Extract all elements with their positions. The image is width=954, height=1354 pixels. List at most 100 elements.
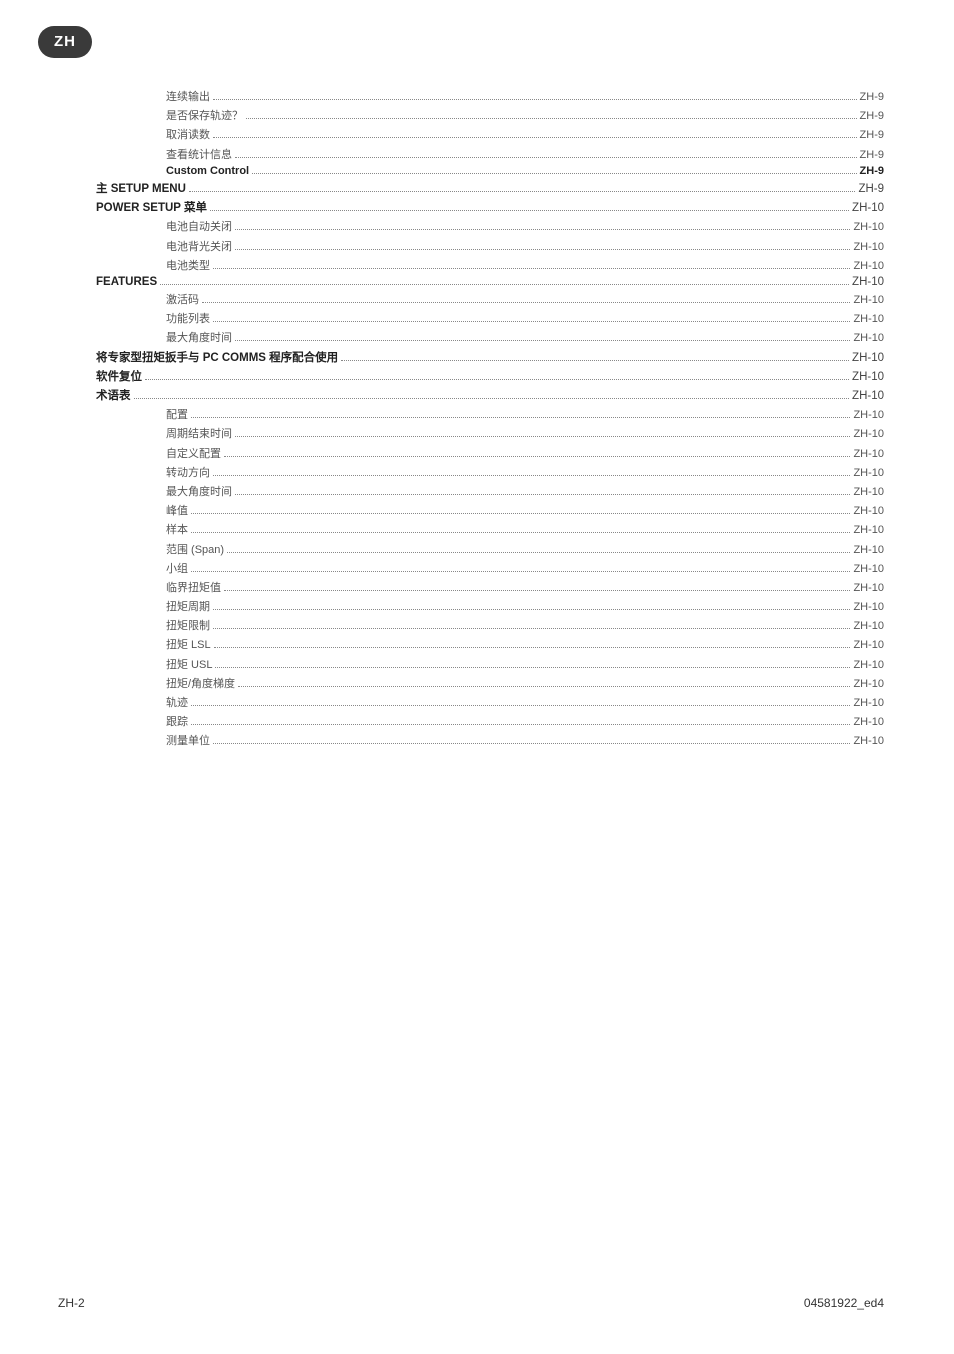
toc-entry-label: 最大角度时间 <box>166 483 232 499</box>
toc-entry-page: ZH-10 <box>853 241 884 253</box>
toc-entry: 是否保存轨迹？ ZH-9 <box>166 107 884 123</box>
toc-leader-dots <box>145 379 849 380</box>
toc-leader-dots <box>210 210 849 211</box>
toc-leader-dots <box>213 99 857 100</box>
toc-entry-page: ZH-10 <box>852 390 884 402</box>
toc-entry-label: 激活码 <box>166 291 199 307</box>
toc-entry-page: ZH-10 <box>853 639 884 651</box>
toc-entry-label: POWER SETUP 菜单 <box>96 199 207 215</box>
toc-entry-page: ZH-10 <box>853 428 884 440</box>
toc-entry-label: 配置 <box>166 406 188 422</box>
toc-entry-label: 查看统计信息 <box>166 146 232 162</box>
toc-entry: 配置ZH-10 <box>166 406 884 422</box>
toc-leader-dots <box>341 360 849 361</box>
toc-entry-label: 峰值 <box>166 502 188 518</box>
toc-entry-label: 扭矩周期 <box>166 598 210 614</box>
toc-entry: 范围 (Span)ZH-10 <box>166 541 884 557</box>
toc-entry: 电池自动关闭ZH-10 <box>166 218 884 234</box>
toc-entry: 最大角度时间 ZH-10 <box>166 483 884 499</box>
toc-leader-dots <box>215 667 850 668</box>
toc-entry: Custom Control ZH-9 <box>166 165 884 177</box>
toc-entry-label: 周期结束时间 <box>166 425 232 441</box>
toc-entry-page: ZH-10 <box>853 332 884 344</box>
toc-entry-page: ZH-9 <box>860 110 884 122</box>
toc-entry: 激活码 ZH-10 <box>166 291 884 307</box>
toc-entry-page: ZH-10 <box>853 486 884 498</box>
toc-leader-dots <box>189 191 856 192</box>
toc-entry-page: ZH-10 <box>853 448 884 460</box>
toc-leader-dots <box>202 302 850 303</box>
footer-doc-id: 04581922_ed4 <box>804 1296 884 1310</box>
toc-leader-dots <box>213 321 850 322</box>
toc-entry: 取消读数ZH-9 <box>166 126 884 142</box>
toc-entry-page: ZH-10 <box>853 563 884 575</box>
toc-entry: 术语表 ZH-10 <box>96 387 884 403</box>
toc-entry-page: ZH-9 <box>860 165 884 177</box>
toc-entry: 扭矩 USLZH-10 <box>166 656 884 672</box>
toc-entry: 转动方向ZH-10 <box>166 464 884 480</box>
toc-leader-dots <box>213 743 850 744</box>
toc-entry-label: 转动方向 <box>166 464 210 480</box>
toc-leader-dots <box>191 513 850 514</box>
toc-entry-page: ZH-10 <box>853 735 884 747</box>
toc-entry-page: ZH-10 <box>852 352 884 364</box>
toc-entry: POWER SETUP 菜单 ZH-10 <box>96 199 884 215</box>
toc-entry: 小组 ZH-10 <box>166 560 884 576</box>
toc-entry: 自定义配置 ZH-10 <box>166 445 884 461</box>
toc-entry-page: ZH-10 <box>853 294 884 306</box>
footer-page-number: ZH-2 <box>58 1296 85 1310</box>
toc-leader-dots <box>235 157 857 158</box>
toc-entry-label: 扭矩 LSL <box>166 636 211 652</box>
toc-entry-page: ZH-9 <box>860 91 884 103</box>
toc-entry-page: ZH-10 <box>853 505 884 517</box>
toc-entry-label: 连续输出 <box>166 88 210 104</box>
toc-entry: 轨迹ZH-10 <box>166 694 884 710</box>
toc-entry-label: 扭矩限制 <box>166 617 210 633</box>
toc-entry: 电池类型ZH-10 <box>166 257 884 273</box>
toc-entry-label: 范围 (Span) <box>166 541 224 557</box>
toc-leader-dots <box>235 229 850 230</box>
toc-entry-label: 术语表 <box>96 387 131 403</box>
toc-leader-dots <box>214 647 851 648</box>
toc-entry: 电池背光关闭 ZH-10 <box>166 238 884 254</box>
toc-entry-label: 电池背光关闭 <box>166 238 232 254</box>
toc-entry: 主 SETUP MENUZH-9 <box>96 180 884 196</box>
toc-entry: 临界扭矩值ZH-10 <box>166 579 884 595</box>
toc-entry-page: ZH-10 <box>852 276 884 288</box>
toc-leader-dots <box>191 532 850 533</box>
toc-leader-dots <box>235 494 850 495</box>
toc-entry: FEATURESZH-10 <box>96 276 884 288</box>
toc-entry: 测量单位 ZH-10 <box>166 732 884 748</box>
toc-entry: 功能列表ZH-10 <box>166 310 884 326</box>
toc-entry-page: ZH-10 <box>853 697 884 709</box>
toc-entry-page: ZH-10 <box>853 716 884 728</box>
toc-leader-dots <box>213 628 850 629</box>
toc-entry: 跟踪 ZH-10 <box>166 713 884 729</box>
toc-leader-dots <box>191 571 850 572</box>
toc-entry-page: ZH-10 <box>853 659 884 671</box>
toc-entry-label: 测量单位 <box>166 732 210 748</box>
toc-leader-dots <box>235 340 850 341</box>
toc-entry: 软件复位ZH-10 <box>96 368 884 384</box>
toc-entry-label: 自定义配置 <box>166 445 221 461</box>
toc-entry-label: Custom Control <box>166 165 249 177</box>
toc-entry-page: ZH-9 <box>858 183 884 195</box>
toc-entry-page: ZH-10 <box>852 202 884 214</box>
toc-entry-label: 将专家型扭矩扳手与 PC COMMS 程序配合使用 <box>96 349 338 365</box>
toc-entry-label: 是否保存轨迹？ <box>166 107 243 123</box>
language-badge: ZH <box>38 26 92 58</box>
toc-entry-label: 跟踪 <box>166 713 188 729</box>
toc-leader-dots <box>238 686 850 687</box>
toc-entry-page: ZH-10 <box>853 313 884 325</box>
toc-entry-page: ZH-9 <box>860 149 884 161</box>
toc-entry-page: ZH-10 <box>853 601 884 613</box>
toc-entry-label: 最大角度时间 <box>166 329 232 345</box>
toc-entry-label: 扭矩/角度梯度 <box>166 675 235 691</box>
toc-entry-page: ZH-10 <box>853 582 884 594</box>
toc-entry-label: 小组 <box>166 560 188 576</box>
toc-leader-dots <box>191 417 850 418</box>
toc-entry: 样本ZH-10 <box>166 521 884 537</box>
toc-entry: 扭矩限制ZH-10 <box>166 617 884 633</box>
toc-entry: 扭矩 LSL ZH-10 <box>166 636 884 652</box>
table-of-contents: 连续输出ZH-9是否保存轨迹？ZH-9取消读数ZH-9查看统计信息ZH-9Cus… <box>96 88 884 752</box>
